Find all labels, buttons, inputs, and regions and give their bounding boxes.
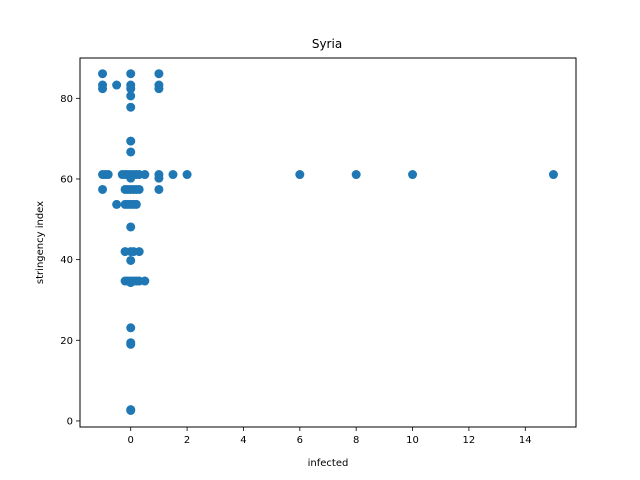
chart-title: Syria — [312, 37, 342, 51]
y-axis-ticks: 0 20 40 60 80 — [60, 94, 80, 427]
x-tick-label: 4 — [240, 435, 246, 446]
data-point — [126, 278, 136, 288]
data-point — [126, 84, 136, 94]
x-tick-label: 10 — [406, 435, 419, 446]
data-point — [126, 102, 136, 112]
y-tick-label: 60 — [60, 174, 73, 185]
x-tick-label: 2 — [184, 435, 190, 446]
data-point — [126, 339, 136, 349]
plot-frame — [79, 57, 577, 428]
data-point — [98, 184, 108, 194]
data-point — [131, 199, 141, 209]
data-point — [126, 323, 136, 333]
data-point — [295, 170, 305, 180]
data-point — [126, 69, 136, 79]
x-tick-label: 0 — [128, 435, 134, 446]
data-point — [154, 84, 164, 94]
data-point — [351, 170, 361, 180]
data-point — [112, 199, 122, 209]
data-point — [126, 91, 136, 101]
data-point — [154, 69, 164, 79]
y-tick-label: 20 — [60, 336, 73, 347]
data-point — [182, 170, 192, 180]
data-point — [126, 173, 136, 183]
data-point — [126, 255, 136, 265]
data-points — [98, 69, 558, 415]
data-point — [154, 184, 164, 194]
y-tick-label: 40 — [60, 255, 73, 266]
y-tick-label: 80 — [60, 94, 73, 105]
x-tick-label: 8 — [353, 435, 359, 446]
data-point — [126, 136, 136, 146]
data-point — [112, 80, 122, 90]
data-point — [98, 84, 108, 94]
data-point — [98, 69, 108, 79]
x-tick-label: 6 — [297, 435, 303, 446]
x-axis-label: infected — [308, 458, 349, 469]
data-point — [548, 170, 558, 180]
data-point — [154, 173, 164, 183]
data-point — [168, 170, 178, 180]
y-tick-label: 0 — [67, 416, 73, 427]
data-point — [140, 276, 150, 286]
data-point — [126, 222, 136, 232]
x-tick-label: 14 — [519, 435, 532, 446]
data-point — [408, 170, 418, 180]
x-tick-label: 12 — [463, 435, 476, 446]
data-point — [103, 170, 113, 180]
data-point — [134, 247, 144, 257]
data-point — [140, 170, 150, 180]
x-axis-ticks: 0 2 4 6 8 10 12 14 — [128, 427, 532, 446]
data-point — [134, 184, 144, 194]
y-axis-label: stringency index — [35, 201, 46, 284]
data-point — [126, 147, 136, 157]
data-point — [126, 405, 136, 415]
